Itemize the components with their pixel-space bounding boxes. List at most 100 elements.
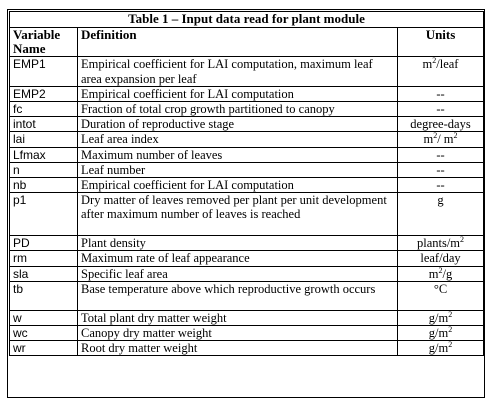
units-cell: g/m2	[397, 309, 484, 327]
table-row: wc Canopy dry matter weight g/m2	[9, 325, 484, 342]
variable-name-cell: nb	[9, 177, 78, 194]
definition-cell: Empirical coefficient for LAI computatio…	[77, 56, 398, 87]
variable-name-cell: w	[9, 309, 78, 327]
definition-cell: Maximum number of leaves	[77, 146, 398, 163]
definition-cell: Fraction of total crop growth partitione…	[77, 101, 398, 118]
units-cell: degree-days	[397, 116, 484, 133]
definition-cell: Total plant dry matter weight	[77, 309, 398, 327]
definition-cell: Empirical coefficient for LAI computatio…	[77, 177, 398, 194]
table-row: fc Fraction of total crop growth partitio…	[9, 101, 484, 118]
definition-cell: Leaf area index	[77, 131, 398, 148]
units-cell: plants/m2	[397, 235, 484, 252]
variable-name-cell: p1	[9, 192, 78, 237]
definition-cell: Empirical coefficient for LAI computatio…	[77, 85, 398, 103]
header-variable-name: Variable Name	[9, 26, 78, 58]
table-row: tb Base temperature above which reproduct…	[9, 280, 484, 311]
table-row: n Leaf number --	[9, 161, 484, 179]
unit-superscript: 2	[433, 131, 438, 141]
unit-text: m	[428, 266, 439, 281]
unit-superscript: 2	[438, 266, 443, 275]
units-cell: m2/leaf	[397, 56, 484, 87]
unit-text: °C	[433, 281, 448, 296]
unit-superscript: 2	[448, 340, 453, 350]
table-caption: Table 1 – Input data read for plant modu…	[9, 11, 484, 28]
table-row: p1 Dry matter of leaves removed per plant…	[9, 192, 484, 237]
table-row: lai Leaf area index m2/ m2	[9, 131, 484, 148]
unit-superscript: 2	[448, 325, 453, 334]
units-cell: g/m2	[397, 325, 484, 342]
header-definition: Definition	[77, 26, 398, 58]
table-row: wr Root dry matter weight g/m2	[9, 340, 484, 357]
variable-name-cell: Lfmax	[9, 146, 78, 163]
variable-name-cell: EMP2	[9, 85, 78, 103]
definition-cell: Specific leaf area	[77, 265, 398, 282]
definition-cell: Maximum rate of leaf appearance	[77, 250, 398, 267]
variable-name-cell: intot	[9, 116, 78, 133]
table-row: intot Duration of reproductive stage degre…	[9, 116, 484, 133]
units-cell: --	[397, 101, 484, 118]
unit-text: --	[436, 147, 445, 162]
units-cell: m2/ m2	[397, 131, 484, 148]
definition-cell: Plant density	[77, 235, 398, 252]
header-row: Variable Name Definition Units	[9, 26, 484, 58]
unit-superscript: 2	[460, 235, 465, 245]
unit-superscript: 2	[448, 310, 453, 319]
unit-text: m	[423, 132, 434, 147]
units-cell: leaf/day	[397, 250, 484, 267]
unit-text: g/m	[428, 326, 449, 341]
variable-name-cell: n	[9, 161, 78, 179]
unit-text: --	[436, 102, 445, 117]
unit-text: --	[436, 178, 445, 193]
variable-name-cell: fc	[9, 101, 78, 118]
unit-text: g	[437, 193, 444, 208]
units-cell: --	[397, 177, 484, 194]
units-cell: °C	[397, 280, 484, 311]
table-row: Lfmax Maximum number of leaves --	[9, 146, 484, 163]
header-units: Units	[397, 26, 484, 58]
variable-name-cell: sla	[9, 265, 78, 282]
table-row: PD Plant density plants/m2	[9, 235, 484, 252]
caption-row: Table 1 – Input data read for plant modu…	[9, 11, 484, 28]
unit-text: /g	[442, 266, 453, 281]
variable-name-cell: wr	[9, 340, 78, 357]
units-cell: g/m2	[397, 340, 484, 357]
unit-text: g/m	[428, 310, 449, 325]
table-row: sla Specific leaf area m2/g	[9, 265, 484, 282]
unit-text: leaf/day	[420, 251, 461, 266]
definition-cell: Leaf number	[77, 161, 398, 179]
unit-text: --	[436, 86, 445, 101]
unit-superscript: 2	[432, 56, 437, 66]
table-row: nb Empirical coefficient for LAI computat…	[9, 177, 484, 194]
units-cell: m2/g	[397, 265, 484, 282]
unit-text: g/m	[428, 341, 449, 356]
variable-name-cell: EMP1	[9, 56, 78, 87]
input-data-table: Table 1 – Input data read for plant modu…	[9, 11, 484, 357]
units-cell: --	[397, 146, 484, 163]
unit-text: plants/m	[416, 236, 461, 251]
units-cell: g	[397, 192, 484, 237]
unit-superscript: 2	[453, 131, 458, 141]
unit-text: degree-days	[410, 117, 471, 132]
unit-text: / m	[437, 132, 454, 147]
definition-cell: Canopy dry matter weight	[77, 325, 398, 342]
unit-text: m	[422, 57, 433, 72]
variable-name-cell: tb	[9, 280, 78, 311]
variable-name-cell: PD	[9, 235, 78, 252]
variable-name-cell: lai	[9, 131, 78, 148]
table-row: EMP1 Empirical coefficient for LAI comput…	[9, 56, 484, 87]
definition-cell: Dry matter of leaves removed per plant p…	[77, 192, 398, 237]
unit-text: --	[436, 162, 445, 177]
table-body: EMP1 Empirical coefficient for LAI comput…	[9, 56, 484, 357]
table-row: EMP2 Empirical coefficient for LAI comput…	[9, 85, 484, 103]
table-row: rm Maximum rate of leaf appearance leaf/da…	[9, 250, 484, 267]
definition-cell: Duration of reproductive stage	[77, 116, 398, 133]
definition-cell: Root dry matter weight	[77, 340, 398, 357]
table-frame	[7, 9, 485, 398]
definition-cell: Base temperature above which reproductiv…	[77, 280, 398, 311]
variable-name-cell: wc	[9, 325, 78, 342]
units-cell: --	[397, 85, 484, 103]
units-cell: --	[397, 161, 484, 179]
table-row: w Total plant dry matter weight g/m2	[9, 309, 484, 327]
variable-name-cell: rm	[9, 250, 78, 267]
unit-text: /leaf	[436, 57, 459, 72]
